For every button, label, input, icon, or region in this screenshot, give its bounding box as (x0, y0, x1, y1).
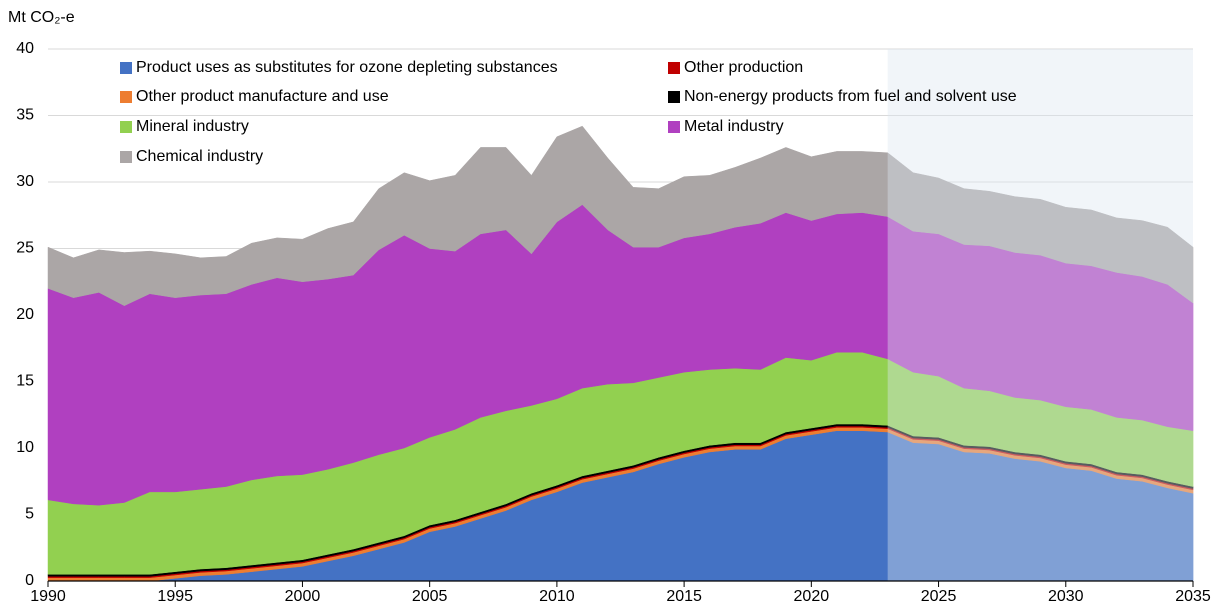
y-tick-label: 25 (16, 240, 34, 257)
projection-shade (887, 49, 1193, 581)
x-tick-label: 1995 (157, 588, 193, 605)
x-tick-label: 2015 (666, 588, 702, 605)
legend-label: Chemical industry (136, 148, 263, 165)
y-tick-label: 10 (16, 439, 34, 456)
legend-swatch (668, 91, 680, 103)
legend-label: Other production (684, 59, 803, 76)
legend-swatch (120, 91, 132, 103)
x-tick-label: 1990 (30, 588, 66, 605)
legend-label: Metal industry (684, 118, 784, 135)
x-tick-label: 2000 (285, 588, 321, 605)
x-tick-label: 2025 (921, 588, 957, 605)
y-tick-label: 35 (16, 107, 34, 124)
y-tick-label: 30 (16, 173, 34, 190)
y-axis-title: Mt CO₂-e (8, 9, 75, 26)
legend-swatch (668, 62, 680, 74)
legend-label: Product uses as substitutes for ozone de… (136, 59, 558, 76)
legend-swatch (120, 151, 132, 163)
y-tick-label: 15 (16, 373, 34, 390)
y-tick-label: 5 (25, 506, 34, 523)
x-tick-label: 2035 (1175, 588, 1211, 605)
x-tick-label: 2030 (1048, 588, 1084, 605)
y-tick-label: 0 (25, 572, 34, 589)
x-tick-label: 2020 (794, 588, 830, 605)
legend-swatch (120, 121, 132, 133)
legend-label: Mineral industry (136, 118, 249, 135)
y-tick-label: 40 (16, 40, 34, 57)
y-tick-label: 20 (16, 306, 34, 323)
area (47, 125, 1194, 306)
legend-swatch (120, 62, 132, 74)
legend-label: Non-energy products from fuel and solven… (684, 88, 1017, 105)
x-tick-label: 2005 (412, 588, 448, 605)
x-tick-label: 2010 (539, 588, 575, 605)
legend-swatch (668, 121, 680, 133)
legend-label: Other product manufacture and use (136, 88, 389, 105)
